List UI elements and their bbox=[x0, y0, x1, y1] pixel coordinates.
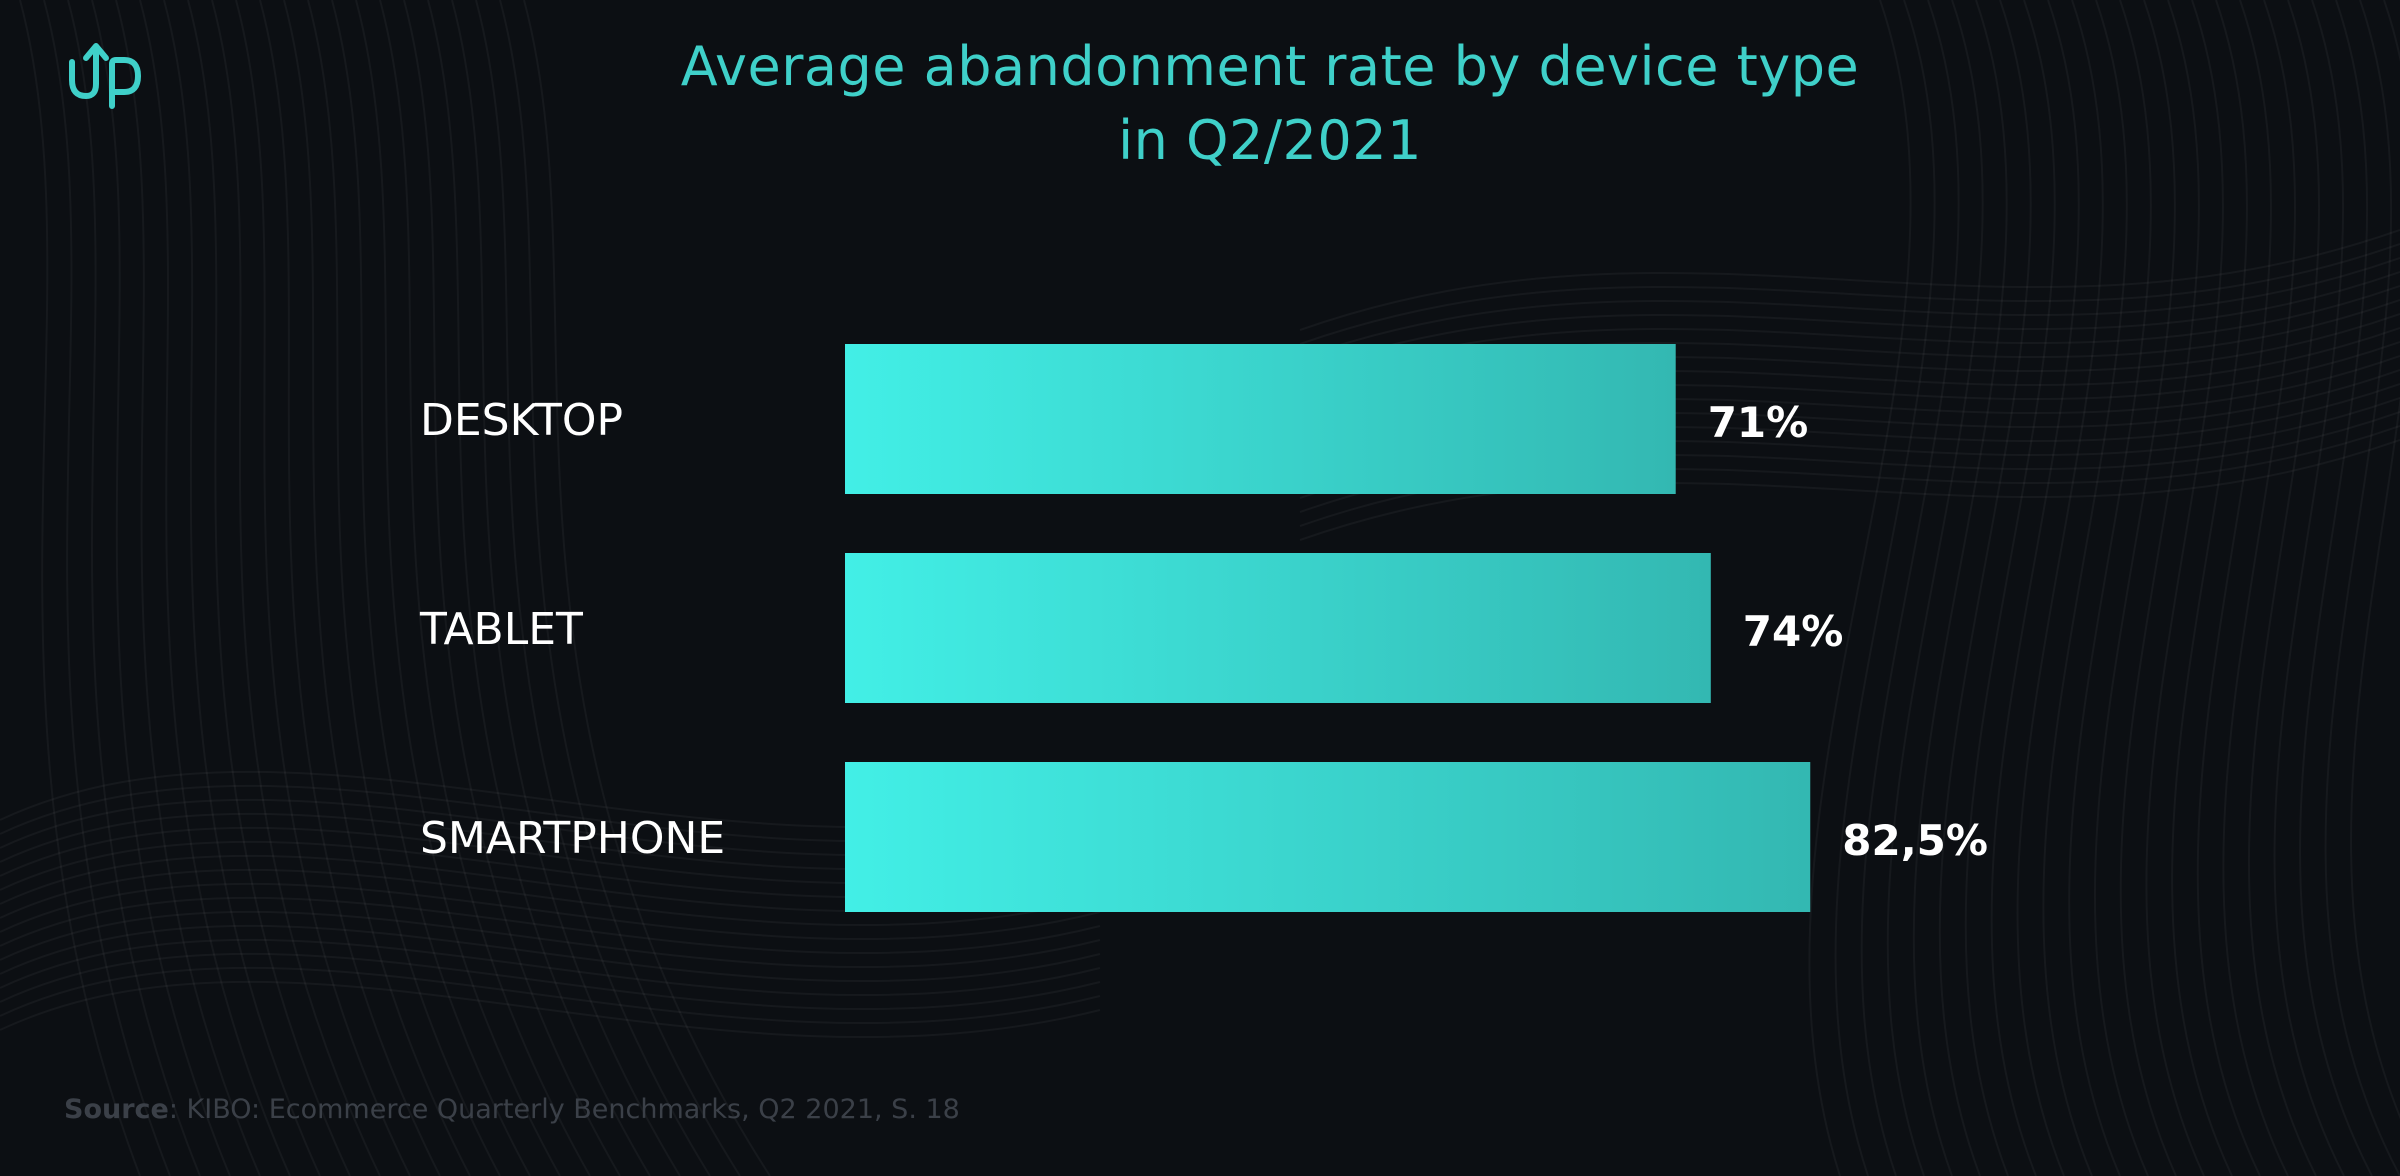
brand-logo-icon bbox=[69, 43, 141, 109]
source-note: Source: KIBO: Ecommerce Quarterly Benchm… bbox=[64, 1094, 960, 1125]
value-label-tablet: 74% bbox=[1743, 607, 1844, 656]
chart-title: Average abandonment rate by device type … bbox=[400, 30, 2140, 178]
value-label-desktop: 71% bbox=[1708, 398, 1809, 447]
chart-title-line-1: Average abandonment rate by device type bbox=[680, 35, 1860, 98]
bar-tablet bbox=[845, 553, 1711, 703]
category-label-tablet: TABLET bbox=[419, 604, 583, 655]
category-label-smartphone: SMARTPHONE bbox=[420, 813, 725, 864]
category-label-desktop: DESKTOP bbox=[420, 395, 623, 446]
source-label: Source bbox=[64, 1094, 169, 1125]
value-label-smartphone: 82,5% bbox=[1842, 816, 1988, 865]
bar-desktop bbox=[845, 344, 1676, 494]
bar-smartphone bbox=[845, 762, 1811, 912]
chart-title-line-2: in Q2/2021 bbox=[1118, 109, 1422, 172]
source-text: : KIBO: Ecommerce Quarterly Benchmarks, … bbox=[168, 1094, 960, 1125]
